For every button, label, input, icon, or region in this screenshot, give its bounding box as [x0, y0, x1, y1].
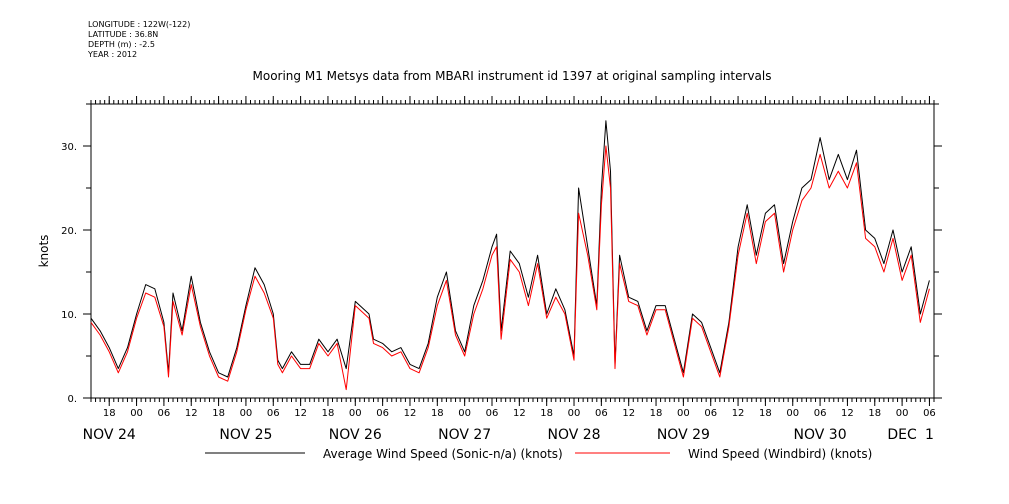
x-tick-label: 12 — [294, 408, 307, 419]
x-tick-label: 06 — [376, 408, 389, 419]
year-text: YEAR : 2012 — [88, 50, 138, 59]
series-layer — [90, 120, 930, 391]
series-windbird-line — [90, 145, 930, 391]
y-tick-label: 10. — [61, 310, 77, 321]
x-tick-label: 06 — [595, 408, 608, 419]
x-day-label: NOV 24 — [83, 427, 136, 443]
chart-title: Mooring M1 Metsys data from MBARI instru… — [253, 69, 772, 83]
x-tick-label: 18 — [431, 408, 444, 419]
x-tick-label: 18 — [322, 408, 335, 419]
x-day-label: NOV 26 — [329, 427, 382, 443]
x-tick-label: 06 — [923, 408, 936, 419]
x-day-label: NOV 29 — [657, 427, 710, 443]
y-axis-label: knots — [37, 235, 51, 268]
longitude-text: LONGITUDE : 122W(-122) — [88, 20, 191, 29]
x-tick-label: 00 — [786, 408, 799, 419]
x-day-label: DEC — [887, 427, 917, 443]
x-tick-label: 00 — [130, 408, 143, 419]
x-tick-label: 00 — [896, 408, 909, 419]
x-day-label: NOV 25 — [219, 427, 272, 443]
x-tick-label: 06 — [704, 408, 717, 419]
legend-label-average: Average Wind Speed (Sonic-n/a) (knots) — [323, 447, 563, 461]
legend: Average Wind Speed (Sonic-n/a) (knots) W… — [205, 447, 872, 461]
x-tick-label: 00 — [458, 408, 471, 419]
x-tick-label: 18 — [212, 408, 225, 419]
y-tick-label: 30. — [61, 142, 77, 153]
x-tick-label: 00 — [677, 408, 690, 419]
x-tick-label: 06 — [814, 408, 827, 419]
x-day-label: 1 — [925, 427, 934, 443]
x-tick-label: 12 — [404, 408, 417, 419]
x-tick-label: 06 — [158, 408, 171, 419]
x-tick-label: 00 — [568, 408, 581, 419]
x-tick-label: 18 — [759, 408, 772, 419]
plot-frame — [90, 103, 935, 399]
x-day-label: NOV 27 — [438, 427, 491, 443]
metadata-block: LONGITUDE : 122W(-122) LATITUDE : 36.8N … — [88, 20, 190, 60]
x-tick-label: 18 — [868, 408, 881, 419]
x-tick-label: 12 — [185, 408, 198, 419]
axis-ticks: 18 00 06 12 18 00 06 12 18 00 06 12 18 00 06 12 18 00 06 12… — [61, 96, 942, 443]
depth-text: DEPTH (m) : -2.5 — [88, 40, 155, 49]
x-tick-label: 12 — [841, 408, 854, 419]
x-tick-label: 18 — [540, 408, 553, 419]
x-tick-label: 12 — [732, 408, 745, 419]
y-tick-label: 0. — [67, 394, 77, 405]
x-tick-label: 00 — [349, 408, 362, 419]
x-tick-label: 18 — [103, 408, 116, 419]
x-tick-label: 12 — [622, 408, 635, 419]
x-day-label: NOV 30 — [794, 427, 847, 443]
x-day-label: NOV 28 — [547, 427, 600, 443]
x-tick-label: 06 — [267, 408, 280, 419]
series-average-wind-line — [90, 120, 930, 378]
x-tick-label: 00 — [240, 408, 253, 419]
legend-label-windbird: Wind Speed (Windbird) (knots) — [688, 447, 872, 461]
x-tick-label: 18 — [650, 408, 663, 419]
x-tick-label: 06 — [486, 408, 499, 419]
y-tick-label: 20. — [61, 226, 77, 237]
latitude-text: LATITUDE : 36.8N — [88, 30, 159, 39]
x-tick-label: 12 — [513, 408, 526, 419]
